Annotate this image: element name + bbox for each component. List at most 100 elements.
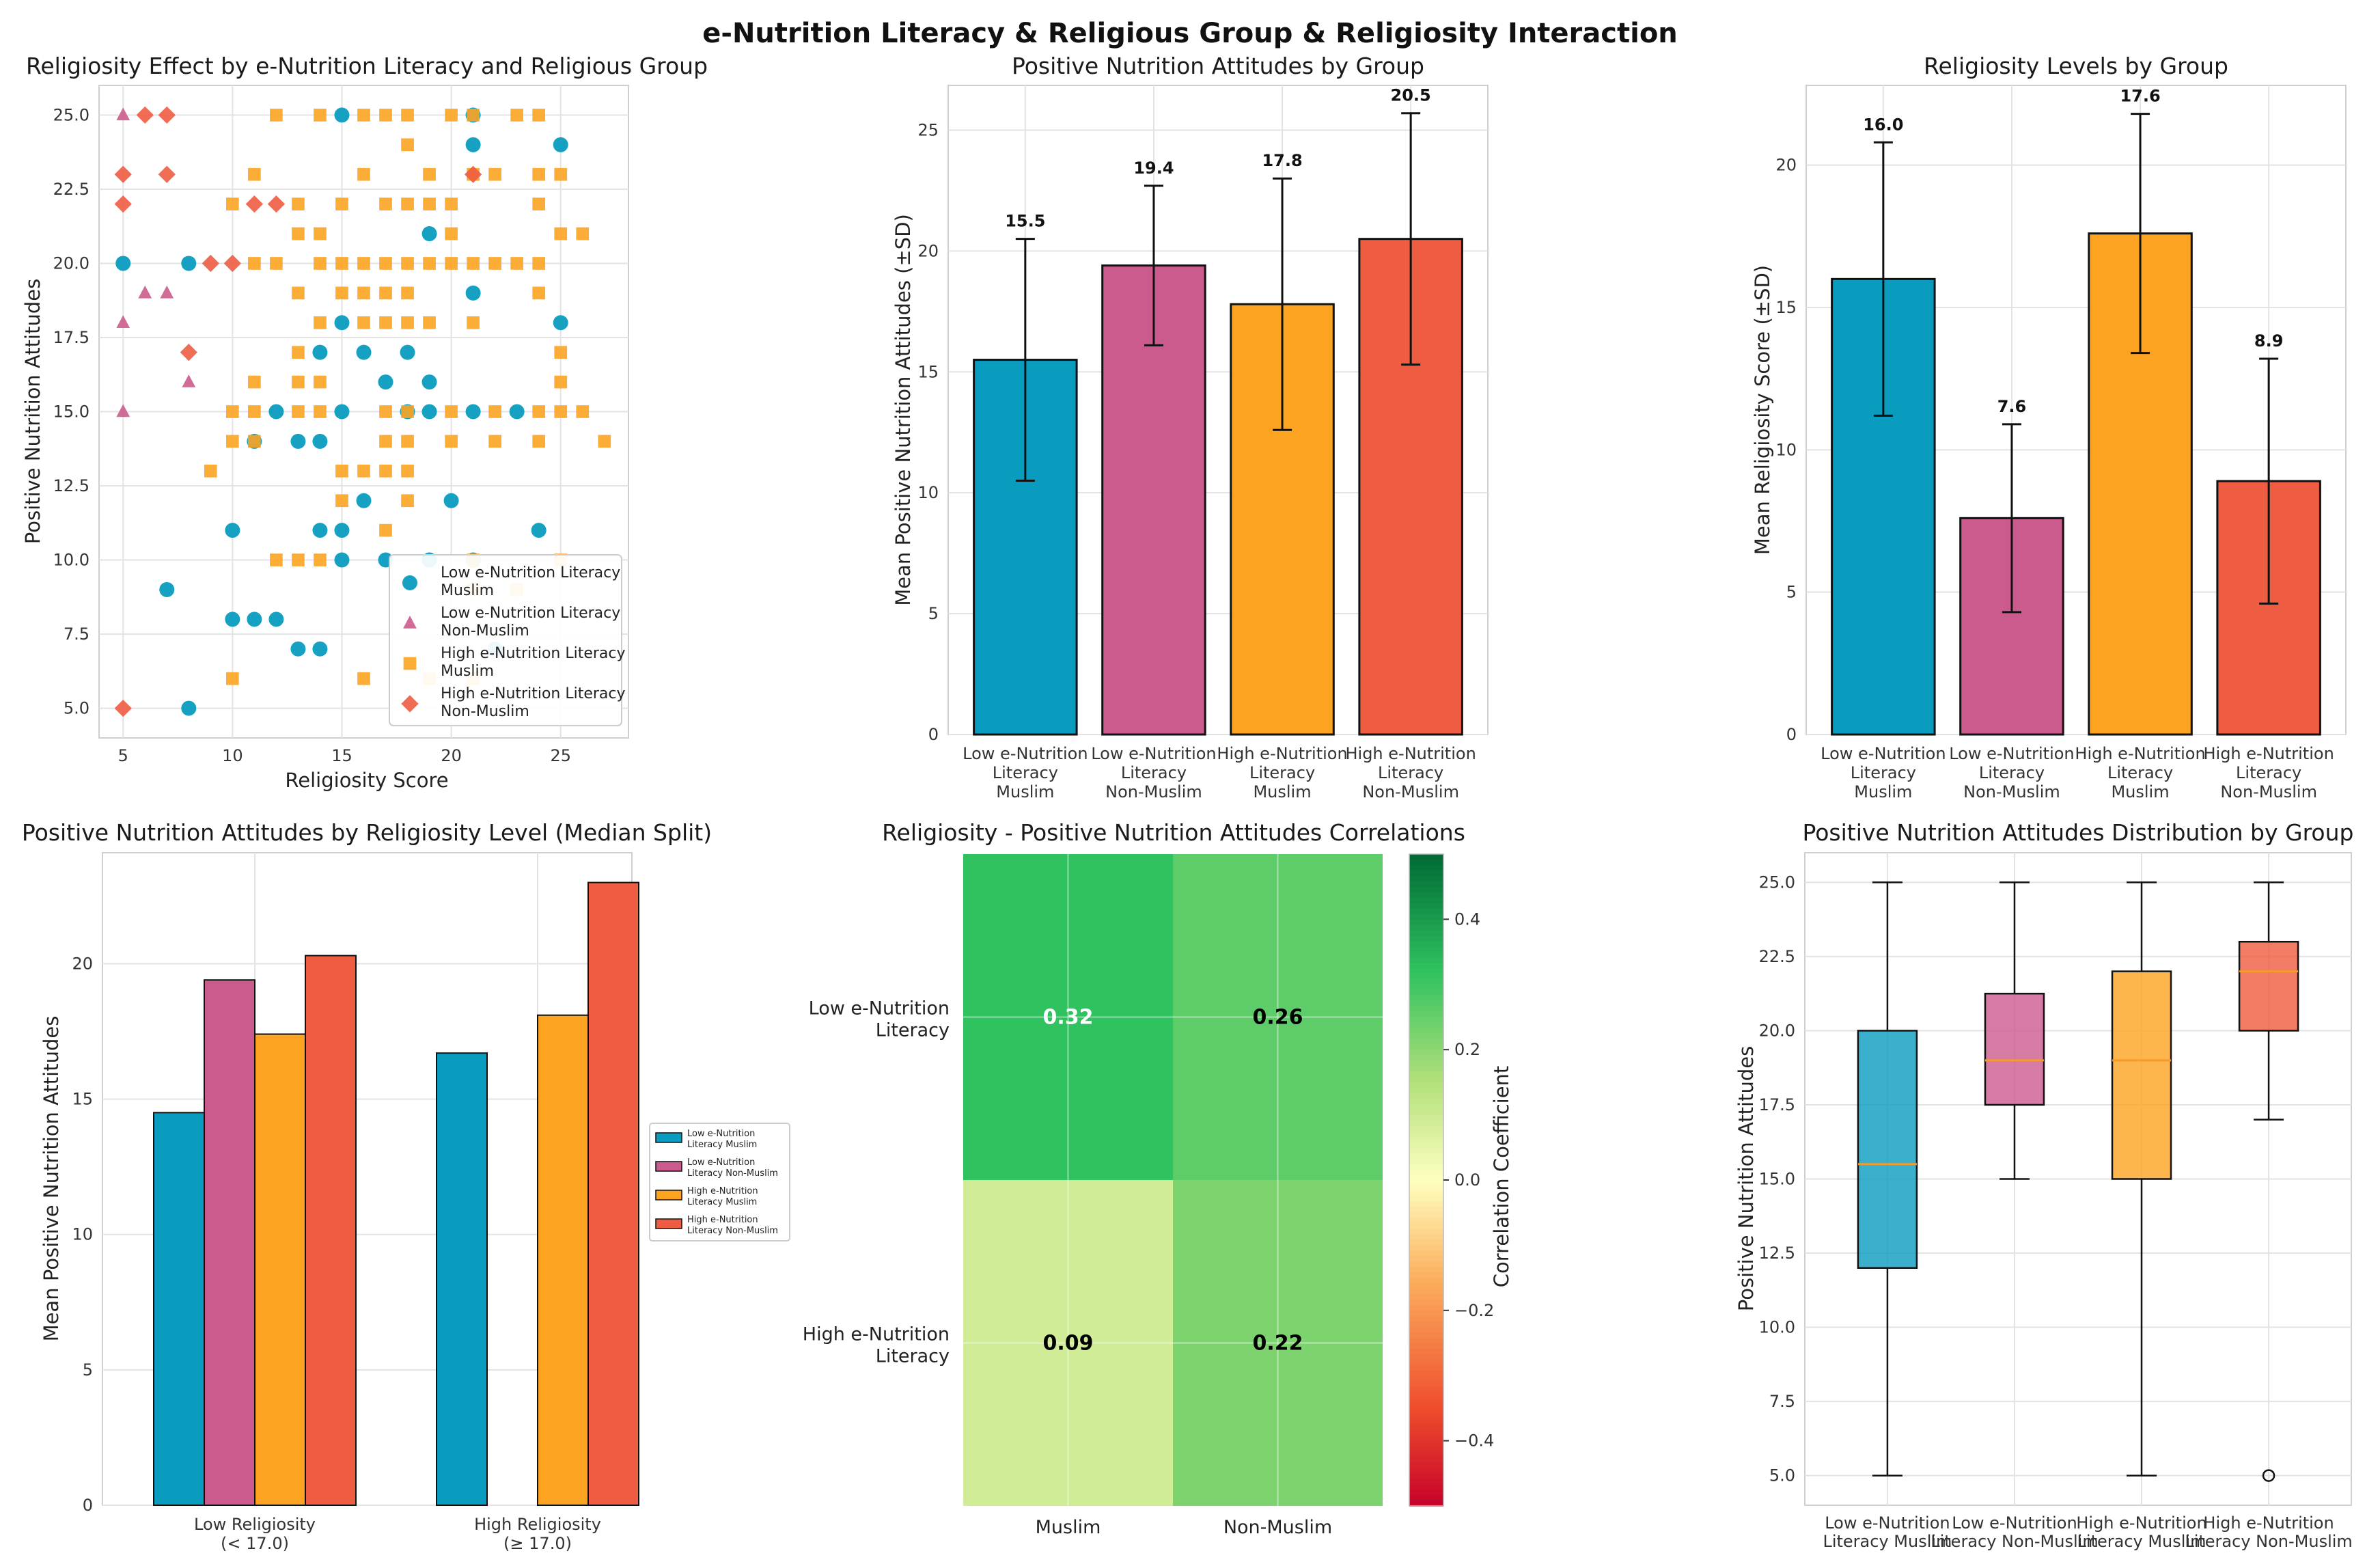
colorbar-segment — [1409, 864, 1443, 871]
colorbar-segment — [1409, 870, 1443, 877]
attitudes-bar-value: 20.5 — [1391, 86, 1431, 105]
scatter-point — [223, 254, 242, 273]
scatter-y-tick: 5.0 — [64, 699, 89, 718]
colorbar-segment — [1409, 1397, 1443, 1403]
attitudes-bar-value: 19.4 — [1133, 159, 1174, 178]
colorbar-segment — [1409, 1370, 1443, 1377]
scatter-y-tick: 7.5 — [64, 625, 89, 644]
religiosity-bar-value: 16.0 — [1863, 115, 1903, 134]
scatter-legend-label: High e-Nutrition Literacy Non-Muslim — [441, 685, 626, 720]
colorbar-segment — [1409, 1229, 1443, 1235]
scatter-y-tick: 12.5 — [53, 476, 89, 495]
colorbar-segment — [1409, 1278, 1443, 1285]
colorbar-segment — [1409, 1082, 1443, 1088]
colorbar-segment — [1409, 1364, 1443, 1371]
scatter-point — [465, 137, 481, 152]
median-split-legend-label: Low e-Nutrition Literacy Muslim — [687, 1129, 757, 1150]
scatter-point — [245, 195, 264, 213]
median-split-legend: Low e-Nutrition Literacy Muslim Low e-Nutr… — [649, 1123, 790, 1241]
scatter-point — [314, 375, 327, 389]
scatter-ylabel: Positive Nutrition Attitudes — [21, 279, 44, 544]
colorbar-segment — [1409, 957, 1443, 963]
median-split-legend-swatch — [655, 1190, 682, 1201]
scatter-point — [226, 435, 239, 448]
colorbar-segment — [1409, 1114, 1443, 1121]
scatter-point — [464, 165, 482, 183]
scatter-point — [180, 344, 197, 361]
attitudes-bar-panel: 0 5 10 15 20 25 15.5 Low e-Nutrition Literacy Mu… — [891, 53, 1489, 801]
colorbar-segment — [1409, 1386, 1443, 1393]
religiosity-bar-value: 7.6 — [1997, 397, 2027, 416]
scatter-point — [159, 581, 175, 597]
box-y-tick: 5.0 — [1769, 1466, 1795, 1485]
scatter-point — [357, 109, 370, 122]
scatter-point — [532, 435, 546, 448]
religiosity-bar-value: 8.9 — [2254, 331, 2284, 351]
colorbar-tick-label: 0.0 — [1454, 1170, 1480, 1190]
median-split-title: Positive Nutrition Attitudes by Religios… — [22, 819, 712, 846]
attitudes-y-tick: 25 — [917, 120, 939, 139]
colorbar-segment — [1409, 984, 1443, 991]
colorbar-segment — [1409, 1044, 1443, 1051]
scatter-point — [114, 699, 132, 717]
scatter-point — [510, 257, 524, 270]
colorbar-segment — [1409, 1446, 1443, 1453]
colorbar-segment — [1409, 897, 1443, 904]
colorbar-segment — [1409, 1028, 1443, 1034]
scatter-point — [312, 433, 328, 449]
colorbar-segment — [1409, 1131, 1443, 1138]
box-y-tick: 12.5 — [1759, 1244, 1795, 1263]
median-split-y-tick: 0 — [83, 1496, 93, 1515]
median-split-panel: 0 5 10 15 20 Low Religiosity (< 17.0) High Rel… — [22, 819, 790, 1553]
scatter-point — [335, 257, 348, 270]
colorbar-segment — [1409, 1109, 1443, 1116]
median-split-bar — [305, 955, 357, 1506]
colorbar-tick-label: 0.4 — [1454, 909, 1480, 929]
box-iqr — [2111, 970, 2172, 1180]
colorbar-segment — [1409, 1196, 1443, 1203]
scatter-point — [553, 315, 568, 331]
colorbar-segment — [1409, 1185, 1443, 1192]
median-split-y-tick: 10 — [72, 1225, 93, 1244]
colorbar-segment — [1409, 1495, 1443, 1502]
box-outlier — [2262, 1469, 2275, 1482]
scatter-point — [138, 285, 152, 299]
heatmap-cell-value: 0.26 — [1252, 1006, 1303, 1030]
religiosity-ylabel: Mean Religiosity Score (±SD) — [1751, 265, 1774, 555]
scatter-point — [334, 107, 350, 123]
scatter-point — [181, 256, 197, 271]
scatter-y-tick: 25.0 — [53, 105, 89, 124]
scatter-point — [292, 405, 305, 418]
scatter-title: Religiosity Effect by e-Nutrition Litera… — [26, 53, 708, 79]
colorbar-segment — [1409, 1250, 1443, 1257]
colorbar-segment — [1409, 1424, 1443, 1431]
colorbar-segment — [1409, 1153, 1443, 1160]
colorbar-segment — [1409, 1022, 1443, 1029]
heatmap-cell-value: 0.22 — [1252, 1332, 1303, 1356]
scatter-point — [401, 494, 414, 508]
scatter-x-tick: 15 — [331, 746, 352, 765]
scatter-point — [160, 285, 174, 299]
colorbar-segment — [1409, 1375, 1443, 1382]
colorbar-segment — [1409, 1315, 1443, 1322]
box-y-tick: 20.0 — [1759, 1021, 1795, 1040]
median-split-category-label: Low Religiosity (< 17.0) — [194, 1515, 316, 1553]
scatter-x-tick: 20 — [441, 746, 462, 765]
scatter-point — [445, 197, 458, 210]
scatter-point — [334, 523, 350, 538]
scatter-point — [445, 227, 458, 241]
scatter-point — [248, 167, 261, 181]
colorbar-segment — [1409, 1413, 1443, 1420]
colorbar-segment — [1409, 1473, 1443, 1480]
scatter-point — [401, 257, 414, 270]
colorbar-segment — [1409, 1267, 1443, 1274]
scatter-point — [312, 523, 328, 538]
colorbar-segment — [1409, 1180, 1443, 1186]
scatter-point — [314, 257, 327, 270]
scatter-point — [247, 612, 262, 627]
scatter-point — [379, 316, 392, 329]
scatter-point — [443, 493, 459, 508]
scatter-point — [270, 553, 283, 566]
colorbar-segment — [1409, 1066, 1443, 1072]
scatter-point — [356, 493, 372, 508]
